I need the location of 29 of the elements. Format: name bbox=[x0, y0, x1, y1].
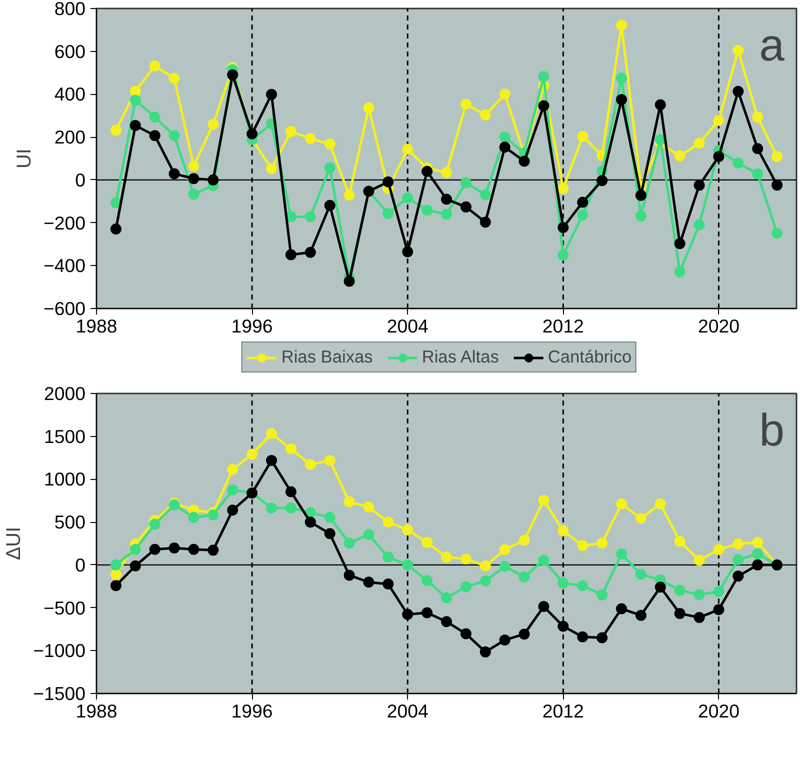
x-tick-label: 1996 bbox=[231, 700, 273, 722]
y-tick-label: −1000 bbox=[33, 640, 86, 662]
y-tick-label: 400 bbox=[54, 84, 86, 105]
x-tick-label: 2012 bbox=[542, 700, 584, 722]
y-tick-label: 600 bbox=[54, 40, 86, 62]
x-tick-label: 2020 bbox=[698, 316, 740, 336]
y-axis-title: UI bbox=[13, 148, 36, 168]
x-tick-label: 2004 bbox=[386, 316, 428, 336]
x-tick-label: 1996 bbox=[231, 316, 273, 336]
y-tick-label: 800 bbox=[54, 0, 86, 19]
y-tick-label: 500 bbox=[54, 512, 86, 533]
legend-label: Rias Altas bbox=[422, 346, 499, 368]
annotation: b bbox=[759, 404, 785, 456]
legend-label: Cantábrico bbox=[548, 346, 632, 368]
y-tick-label: 0 bbox=[75, 554, 86, 576]
legend-label: Rias Baixas bbox=[281, 346, 373, 368]
x-tick-label: 2004 bbox=[386, 700, 428, 722]
x-tick-label: 2012 bbox=[542, 316, 584, 336]
y-axis-title: ΔUI bbox=[3, 526, 26, 560]
y-tick-label: −200 bbox=[43, 212, 86, 234]
y-tick-label: −400 bbox=[43, 255, 86, 276]
y-tick-label: 2000 bbox=[44, 383, 86, 404]
annotation: a bbox=[759, 20, 786, 70]
y-tick-label: 1000 bbox=[44, 468, 86, 490]
x-tick-label: 2020 bbox=[698, 700, 740, 722]
y-tick-label: 1500 bbox=[44, 426, 86, 447]
y-tick-label: 200 bbox=[54, 126, 86, 148]
y-tick-label: 0 bbox=[75, 169, 86, 190]
y-tick-label: −500 bbox=[43, 597, 86, 618]
